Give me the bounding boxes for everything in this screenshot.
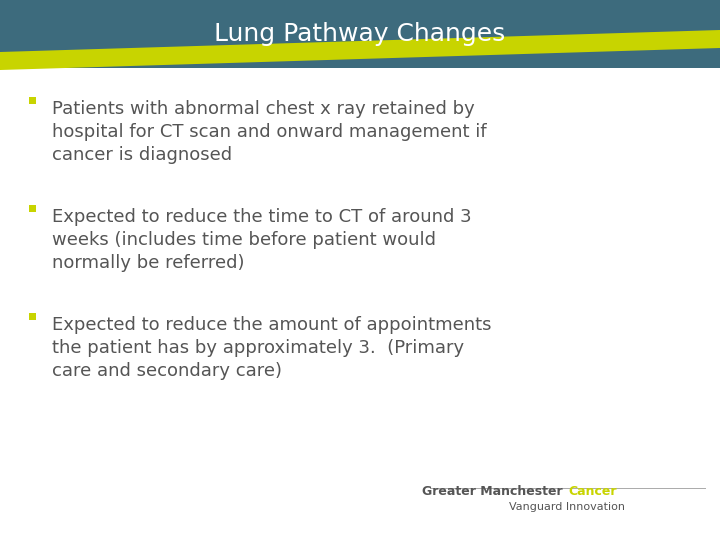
Bar [0,70,720,540]
Text: Expected to reduce the time to CT of around 3
weeks (includes time before patien: Expected to reduce the time to CT of aro… [52,208,472,272]
Text: Patients with abnormal chest x ray retained by
hospital for CT scan and onward m: Patients with abnormal chest x ray retai… [52,100,487,164]
Text: Expected to reduce the amount of appointments
the patient has by approximately 3: Expected to reduce the amount of appoint… [52,316,492,380]
Bar [29,313,35,320]
Text: Cancer: Cancer [568,485,616,498]
Bar [0,0,720,68]
Text: Lung Pathway Changes: Lung Pathway Changes [215,22,505,46]
Text: Greater Manchester: Greater Manchester [422,485,567,498]
Bar [29,205,35,212]
Text: Vanguard Innovation: Vanguard Innovation [509,502,625,512]
Bar [29,97,35,104]
Polygon shape [0,30,720,70]
